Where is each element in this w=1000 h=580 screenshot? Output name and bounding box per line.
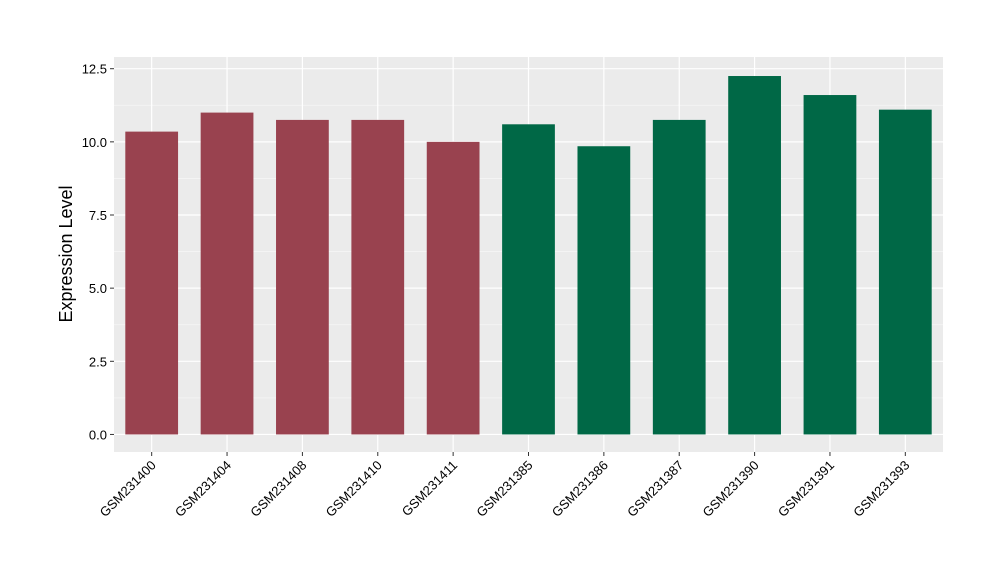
- bar-GSM231411: [426, 141, 480, 435]
- x-tick-label: GSM231400: [97, 458, 159, 520]
- x-tick-label: GSM231385: [473, 458, 535, 520]
- x-tick-label: GSM231410: [323, 458, 385, 520]
- bar-GSM231386: [577, 146, 631, 435]
- y-tick-label: 12.5: [82, 62, 107, 77]
- bar-GSM231408: [276, 119, 329, 435]
- y-tick-label: 0.0: [89, 427, 107, 442]
- bar-GSM231410: [351, 119, 405, 435]
- x-tick-label: GSM231386: [549, 458, 611, 520]
- bar-layer: [125, 76, 932, 435]
- y-tick-label: 2.5: [89, 354, 107, 369]
- x-tick-label: GSM231408: [247, 458, 309, 520]
- bar-GSM231400: [125, 131, 179, 435]
- bar-GSM231391: [803, 95, 857, 435]
- bar-GSM231387: [652, 119, 706, 435]
- y-tick-label: 5.0: [89, 281, 107, 296]
- x-tick-label: GSM231390: [699, 458, 761, 520]
- x-tick-label: GSM231391: [775, 458, 837, 520]
- bar-GSM231390: [728, 76, 781, 435]
- x-axis: GSM231400 GSM231404 GSM231408 GSM231410 GSM2…: [97, 452, 912, 520]
- x-tick-label: GSM231411: [399, 458, 461, 520]
- y-tick-label: 10.0: [82, 135, 107, 150]
- y-axis: 0.0 2.5 5.0 7.5 10.0 12.5: [82, 62, 114, 442]
- x-tick-label: GSM231393: [850, 458, 912, 520]
- x-tick-label: GSM231387: [624, 458, 686, 520]
- bar-GSM231385: [502, 124, 555, 435]
- bar-GSM231393: [878, 109, 932, 435]
- y-tick-label: 7.5: [89, 208, 107, 223]
- y-axis-title: Expression Level: [56, 185, 76, 322]
- x-tick-label: GSM231404: [172, 458, 234, 520]
- bar-GSM231404: [200, 112, 254, 435]
